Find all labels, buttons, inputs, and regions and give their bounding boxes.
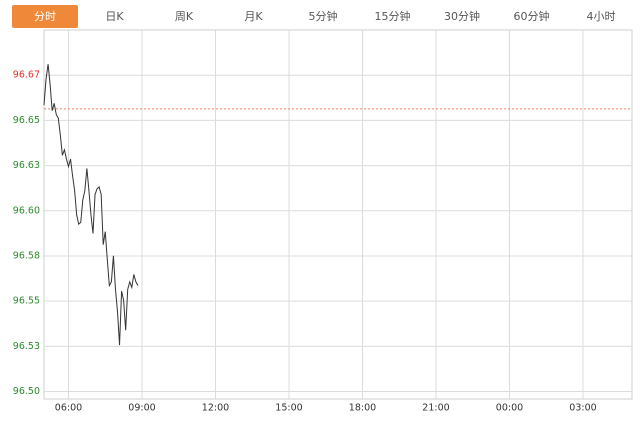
tab[interactable]: 周K (175, 10, 194, 23)
x-tick-label: 21:00 (422, 403, 449, 414)
x-tick-label: 03:00 (569, 403, 596, 414)
y-tick-label: 96.65 (13, 115, 40, 126)
x-tick-label: 06:00 (55, 403, 82, 414)
tab[interactable]: 15分钟 (375, 9, 411, 23)
y-tick-label: 96.50 (13, 386, 40, 397)
y-tick-label: 96.67 (13, 70, 40, 81)
plot-frame (43, 29, 633, 400)
active-tab-bg[interactable] (12, 5, 78, 28)
x-tick-label: 09:00 (128, 403, 155, 414)
price-line (43, 64, 139, 346)
x-tick-label: 12:00 (202, 403, 229, 414)
x-tick-label: 00:00 (496, 403, 523, 414)
x-tick-label: 18:00 (349, 403, 376, 414)
tab[interactable]: 30分钟 (444, 9, 480, 23)
y-tick-label: 96.60 (13, 205, 40, 216)
tab[interactable]: 5分钟 (309, 9, 338, 23)
y-tick-label: 96.55 (13, 296, 40, 307)
y-tick-label: 96.63 (13, 160, 40, 171)
tab[interactable]: 日K (105, 10, 124, 23)
tab[interactable]: 4小时 (587, 10, 616, 23)
y-tick-label: 96.53 (13, 341, 40, 352)
tab[interactable]: 60分钟 (514, 9, 550, 23)
y-tick-label: 96.58 (13, 250, 40, 261)
tab[interactable]: 分时 (34, 10, 56, 23)
tab[interactable]: 月K (244, 10, 263, 23)
x-tick-label: 15:00 (275, 403, 302, 414)
